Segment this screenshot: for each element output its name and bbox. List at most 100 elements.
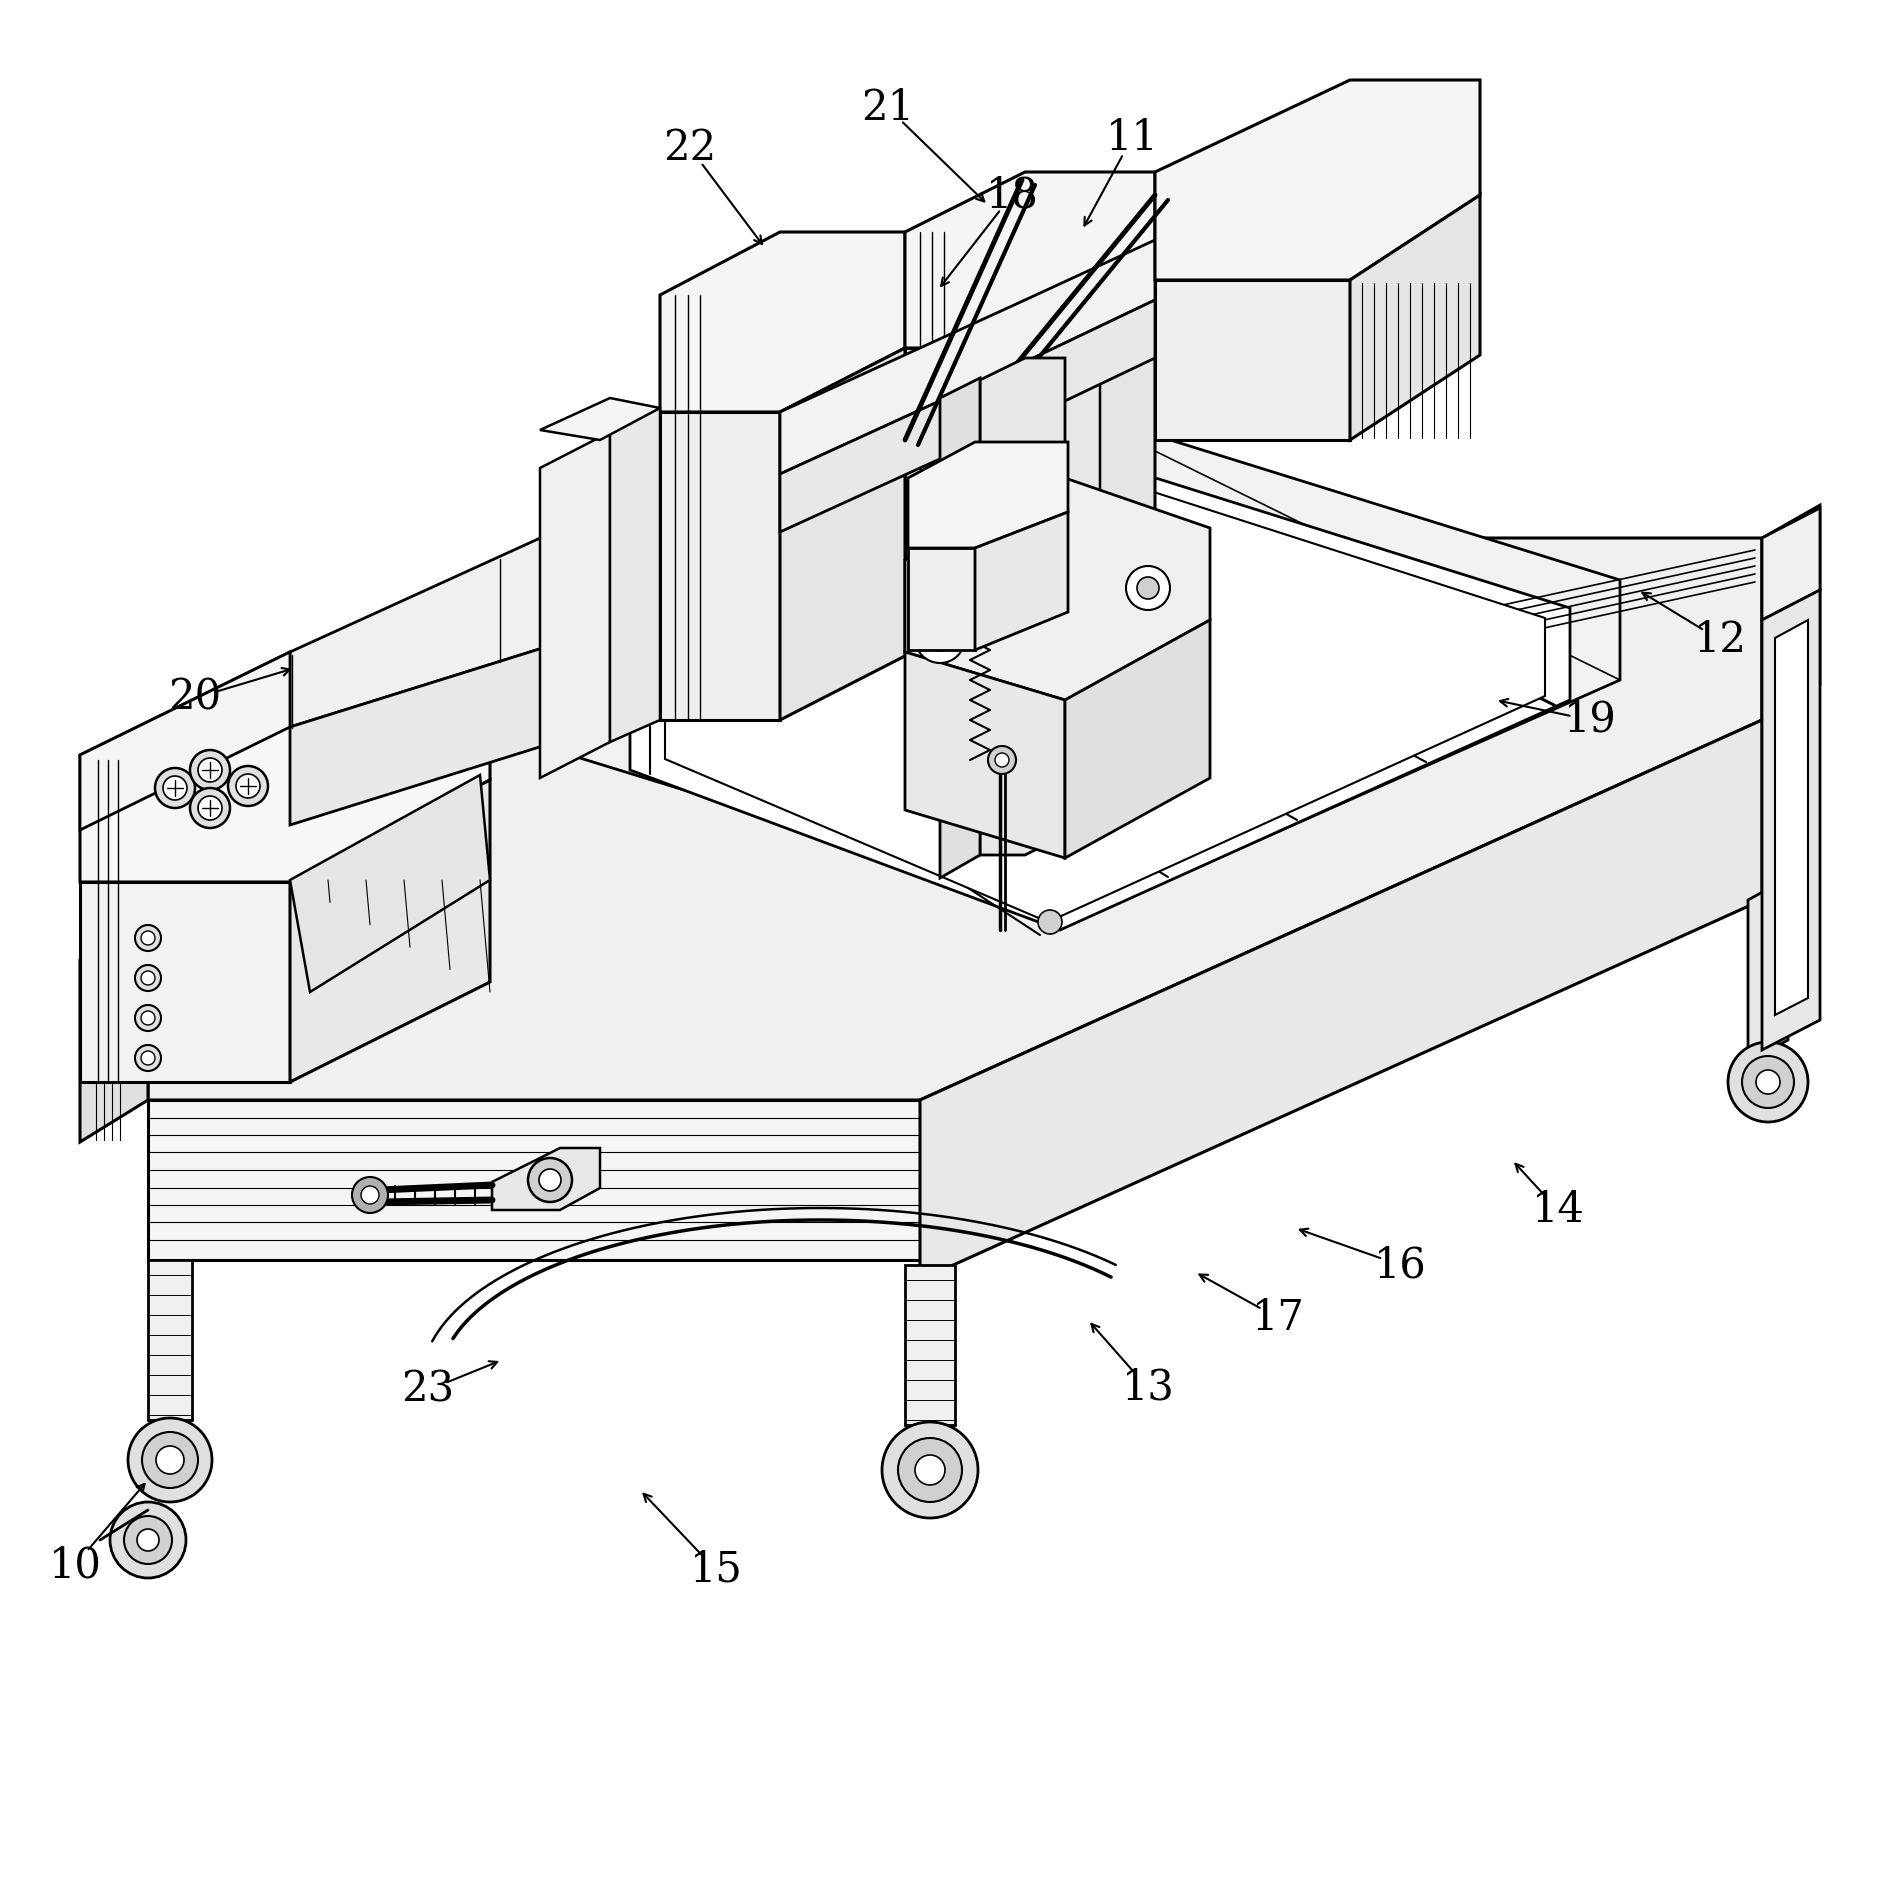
Polygon shape	[79, 652, 490, 881]
Circle shape	[124, 1516, 172, 1563]
Text: 12: 12	[1693, 618, 1747, 661]
Circle shape	[1067, 688, 1110, 733]
Circle shape	[228, 767, 268, 806]
Text: 18: 18	[986, 175, 1039, 216]
Circle shape	[352, 1176, 388, 1214]
Text: 21: 21	[861, 86, 914, 130]
Polygon shape	[975, 511, 1069, 650]
Circle shape	[1125, 566, 1171, 611]
Polygon shape	[660, 412, 780, 720]
Circle shape	[927, 626, 954, 650]
Circle shape	[1137, 577, 1159, 599]
Circle shape	[141, 1011, 155, 1026]
Polygon shape	[149, 537, 1762, 1099]
Polygon shape	[630, 447, 1570, 930]
Polygon shape	[79, 652, 290, 831]
Polygon shape	[780, 241, 1156, 474]
Polygon shape	[660, 231, 905, 412]
Polygon shape	[1747, 877, 1789, 1062]
Polygon shape	[79, 881, 290, 1082]
Circle shape	[109, 1501, 187, 1578]
Circle shape	[155, 769, 194, 808]
Polygon shape	[290, 365, 1101, 727]
Circle shape	[914, 1454, 944, 1484]
Circle shape	[156, 1447, 185, 1473]
Circle shape	[988, 746, 1016, 774]
Polygon shape	[780, 348, 905, 720]
Polygon shape	[1025, 287, 1156, 656]
Text: 16: 16	[1374, 1244, 1427, 1285]
Polygon shape	[1156, 280, 1350, 440]
Circle shape	[1039, 909, 1061, 934]
Circle shape	[141, 1432, 198, 1488]
Polygon shape	[1156, 81, 1480, 280]
Circle shape	[362, 1186, 379, 1204]
Polygon shape	[1350, 195, 1480, 440]
Polygon shape	[905, 477, 1210, 701]
Polygon shape	[1762, 590, 1821, 1050]
Circle shape	[897, 1437, 961, 1501]
Circle shape	[539, 1169, 562, 1191]
Text: 19: 19	[1565, 699, 1615, 740]
Polygon shape	[79, 919, 149, 1142]
Text: 11: 11	[1106, 116, 1159, 160]
Polygon shape	[1776, 620, 1808, 1015]
Circle shape	[198, 797, 222, 819]
Polygon shape	[290, 774, 490, 992]
Polygon shape	[909, 549, 975, 650]
Text: 22: 22	[664, 128, 716, 169]
Polygon shape	[780, 301, 1156, 532]
Circle shape	[141, 971, 155, 985]
Circle shape	[136, 1045, 160, 1071]
Circle shape	[1742, 1056, 1795, 1109]
Circle shape	[1729, 1043, 1808, 1122]
Polygon shape	[290, 440, 1101, 825]
Text: 23: 23	[402, 1370, 454, 1411]
Polygon shape	[539, 432, 611, 778]
Circle shape	[1757, 1069, 1779, 1094]
Polygon shape	[905, 652, 1065, 859]
Polygon shape	[290, 780, 490, 1082]
Polygon shape	[905, 348, 1025, 656]
Polygon shape	[539, 398, 660, 440]
Polygon shape	[149, 1099, 920, 1261]
Circle shape	[882, 1422, 978, 1518]
Circle shape	[236, 774, 260, 799]
Polygon shape	[920, 720, 1762, 1280]
Polygon shape	[581, 415, 1619, 915]
Polygon shape	[1762, 507, 1821, 620]
Polygon shape	[665, 458, 1546, 923]
Circle shape	[1076, 699, 1099, 722]
Circle shape	[198, 757, 222, 782]
Circle shape	[190, 750, 230, 789]
Text: 10: 10	[49, 1545, 102, 1586]
Circle shape	[138, 1530, 158, 1550]
Text: 13: 13	[1122, 1368, 1174, 1409]
Polygon shape	[149, 1261, 192, 1421]
Text: 20: 20	[168, 676, 222, 720]
Circle shape	[136, 1005, 160, 1032]
Polygon shape	[905, 1265, 956, 1424]
Polygon shape	[909, 442, 1069, 549]
Circle shape	[995, 753, 1008, 767]
Circle shape	[141, 930, 155, 945]
Polygon shape	[611, 408, 660, 742]
Circle shape	[162, 776, 187, 800]
Polygon shape	[980, 359, 1065, 855]
Circle shape	[128, 1419, 211, 1501]
Text: 17: 17	[1252, 1297, 1304, 1340]
Circle shape	[136, 924, 160, 951]
Polygon shape	[1762, 505, 1821, 720]
Polygon shape	[941, 378, 980, 877]
Circle shape	[528, 1157, 571, 1203]
Polygon shape	[1025, 334, 1101, 680]
Text: 15: 15	[690, 1548, 743, 1592]
Polygon shape	[492, 1148, 599, 1210]
Circle shape	[136, 966, 160, 990]
Circle shape	[190, 787, 230, 829]
Circle shape	[914, 613, 965, 663]
Text: 14: 14	[1531, 1189, 1585, 1231]
Polygon shape	[905, 173, 1156, 348]
Polygon shape	[905, 301, 1101, 395]
Polygon shape	[1065, 620, 1210, 859]
